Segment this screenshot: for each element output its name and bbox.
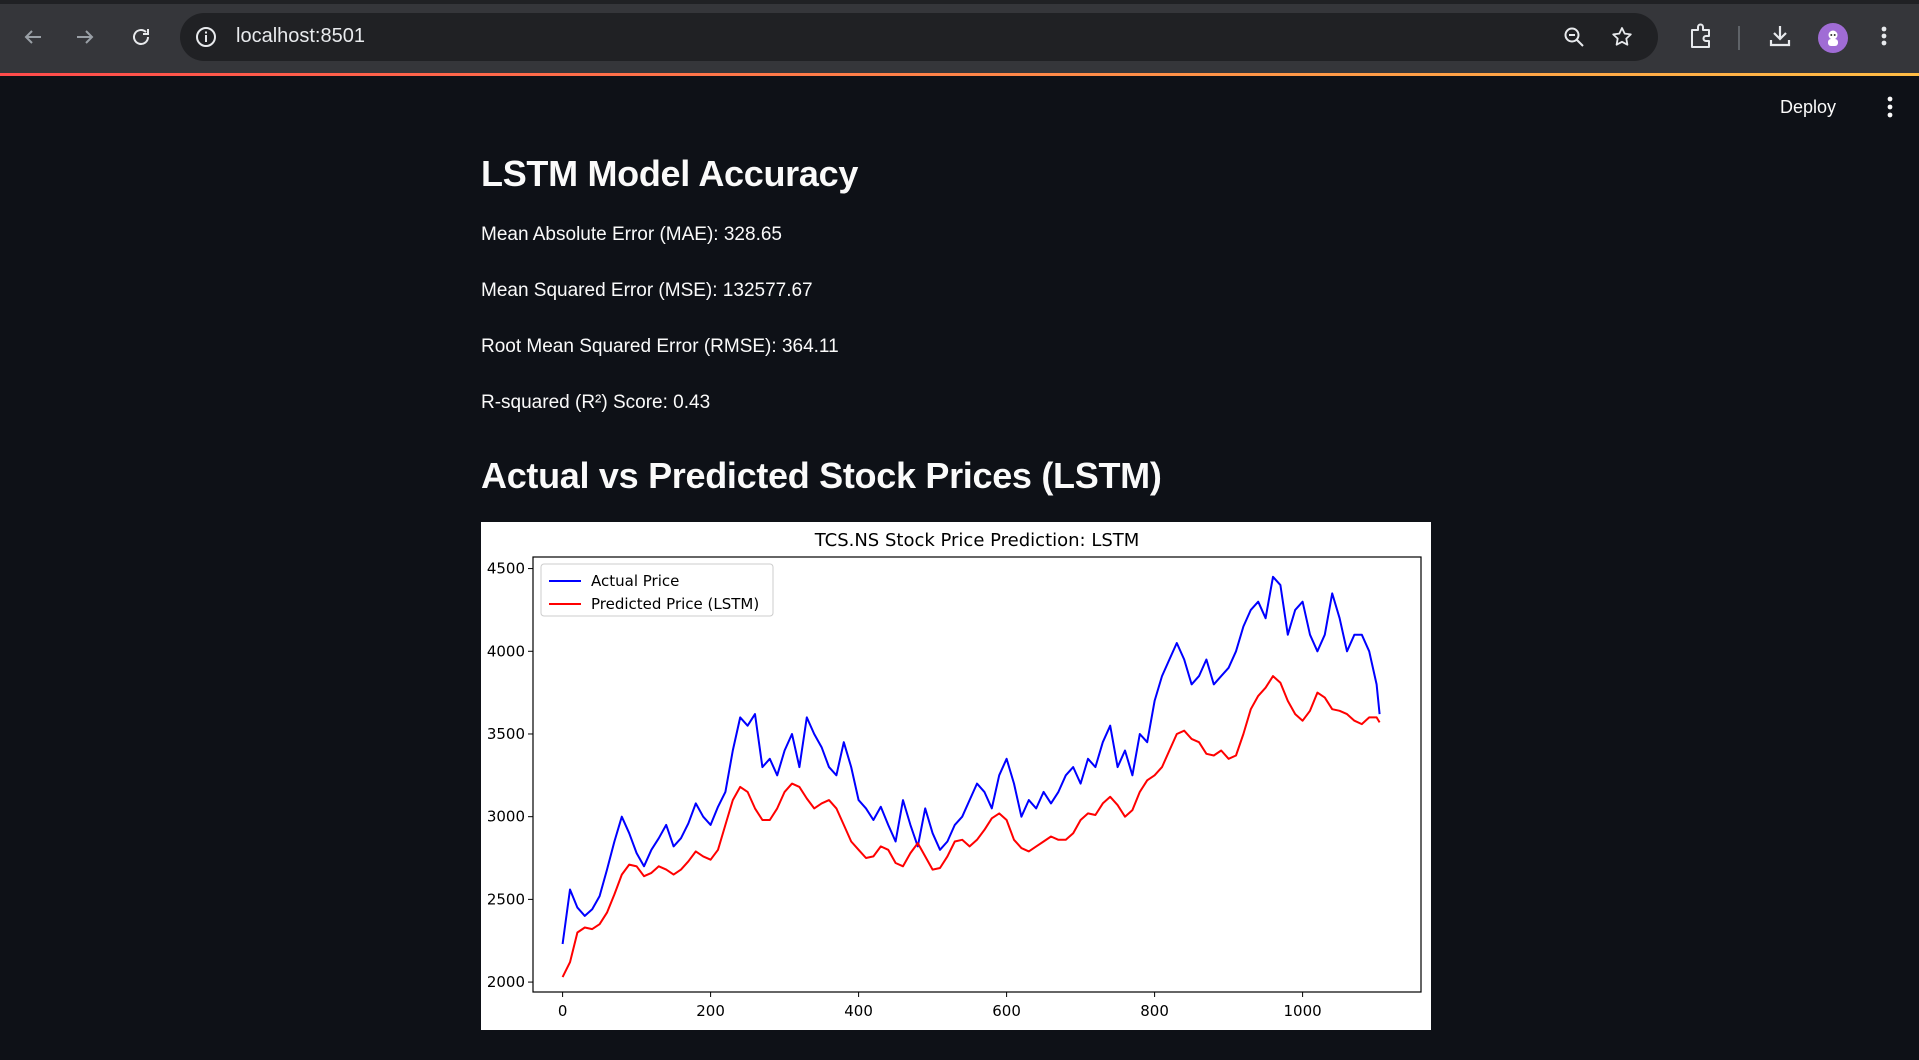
- legend-label: Actual Price: [591, 572, 679, 590]
- mse-text: Mean Squared Error (MSE): 132577.67: [481, 280, 813, 301]
- extensions-icon[interactable]: [1686, 21, 1716, 51]
- chart-heading: Actual vs Predicted Stock Prices (LSTM): [481, 455, 1162, 496]
- bookmark-star-icon[interactable]: [1610, 25, 1634, 49]
- site-info-icon[interactable]: [194, 25, 218, 49]
- x-tick-label: 600: [992, 1002, 1021, 1020]
- toolbar-divider: [1738, 26, 1740, 50]
- back-arrow-icon[interactable]: [16, 20, 50, 54]
- legend-label: Predicted Price (LSTM): [591, 595, 759, 613]
- forward-arrow-icon[interactable]: [68, 20, 102, 54]
- x-tick-label: 0: [558, 1002, 568, 1020]
- x-tick-label: 800: [1140, 1002, 1169, 1020]
- x-tick-label: 400: [844, 1002, 873, 1020]
- chart-image: TCS.NS Stock Price Prediction: LSTM 0 200 4…: [481, 522, 1431, 1030]
- y-tick-label: 3500: [487, 725, 525, 743]
- x-tick-label: 1000: [1284, 1002, 1322, 1020]
- url-text: localhost:8501: [236, 25, 365, 47]
- predicted-price-line: [561, 675, 1381, 978]
- y-tick-label: 2500: [487, 890, 525, 908]
- actual-price-line: [561, 575, 1381, 945]
- mae-text: Mean Absolute Error (MAE): 328.65: [481, 224, 782, 245]
- plot-frame: [532, 556, 1422, 993]
- reload-icon[interactable]: [124, 20, 158, 54]
- chart-title: TCS.NS Stock Price Prediction: LSTM: [814, 530, 1140, 551]
- browser-toolbar: localhost:8501: [0, 0, 1919, 75]
- y-tick-label: 4000: [487, 642, 525, 660]
- line-chart: TCS.NS Stock Price Prediction: LSTM 0 200 4…: [487, 530, 1422, 1020]
- tab-strip: [0, 0, 1919, 4]
- address-bar[interactable]: localhost:8501: [180, 13, 1658, 61]
- more-vert-icon[interactable]: [1875, 21, 1893, 51]
- download-icon[interactable]: [1765, 21, 1795, 51]
- deploy-button[interactable]: Deploy: [1780, 97, 1837, 117]
- r2-text: R-squared (R²) Score: 0.43: [481, 392, 711, 413]
- profile-avatar[interactable]: [1818, 23, 1848, 53]
- legend-box: [540, 563, 774, 617]
- zoom-icon[interactable]: [1562, 25, 1586, 49]
- accuracy-heading: LSTM Model Accuracy: [481, 153, 859, 194]
- y-tick-label: 2000: [487, 973, 525, 991]
- more-vert-icon[interactable]: [1882, 94, 1898, 120]
- y-tick-label: 3000: [487, 808, 525, 826]
- rmse-text: Root Mean Squared Error (RMSE): 364.11: [481, 336, 839, 357]
- y-tick-label: 4500: [487, 560, 525, 578]
- status-decoration-bar: [0, 73, 1919, 76]
- x-tick-label: 200: [696, 1002, 725, 1020]
